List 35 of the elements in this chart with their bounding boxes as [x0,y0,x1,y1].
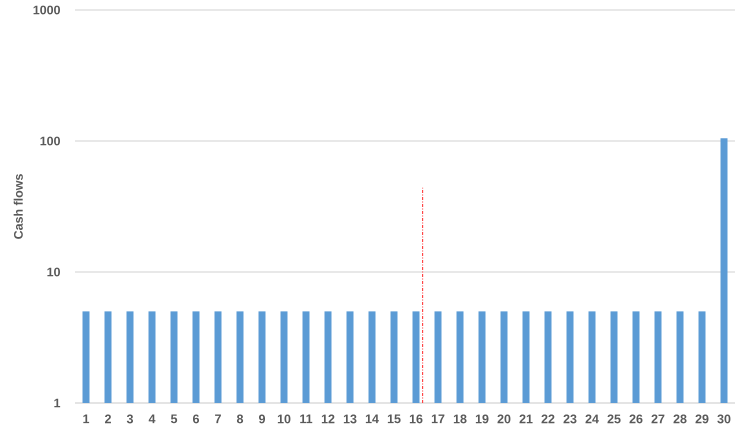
x-tick-label: 25 [608,414,621,424]
x-tick-label: 14 [366,414,379,424]
y-tick-label: 1000 [34,6,60,14]
x-tick-label: 17 [432,414,444,424]
x-tick-label: 24 [586,414,599,424]
x-tick-label: 3 [126,414,134,424]
x-tick-label: 30 [717,414,730,424]
x-tick-label: 5 [170,414,178,424]
y-tick-label: 100 [40,136,60,146]
x-tick-label: 12 [322,414,334,424]
x-tick-label: 4 [148,414,156,424]
y-tick-label: 10 [47,268,60,276]
x-tick-label: 22 [542,414,554,424]
x-tick-label: 16 [410,414,422,424]
x-tick-label: 2 [104,414,111,424]
x-tick-label: 9 [258,414,266,424]
x-tick-label: 11 [300,414,312,424]
x-tick-label: 19 [476,414,488,424]
x-tick-label: 6 [192,414,200,424]
x-tick-label: 15 [388,414,401,424]
x-tick-label: 8 [236,414,244,424]
x-tick-label: 18 [454,414,467,424]
x-tick-label: 29 [696,414,708,424]
x-tick-label: 26 [630,414,642,424]
x-tick-label: 1 [83,414,90,424]
x-tick-label: 7 [215,414,221,424]
x-tick-label: 23 [564,414,576,424]
y-axis-title: Cash flows [14,174,23,239]
y-tick-label: 1 [54,398,60,408]
x-tick-label: 21 [520,414,533,424]
x-tick-label: 13 [344,414,356,424]
x-tick-label: 28 [674,414,687,424]
x-tick-label: 10 [278,414,290,424]
x-tick-label: 20 [498,414,510,424]
x-tick-label: 27 [652,414,664,424]
